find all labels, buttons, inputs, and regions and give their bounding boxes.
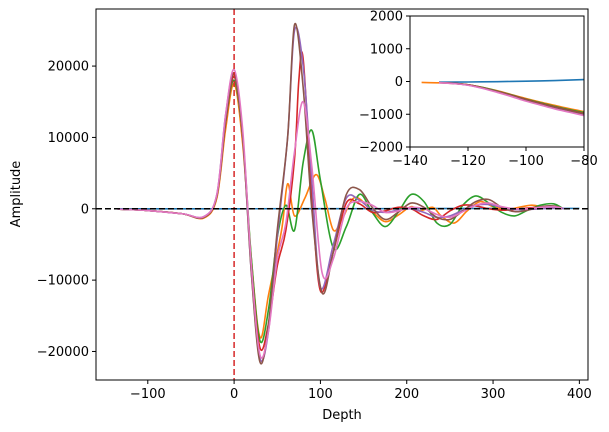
main-x-tick-label: 200 <box>394 387 419 402</box>
main-x-tick-label: 0 <box>230 387 238 402</box>
main-y-tick-label: −20000 <box>37 345 89 360</box>
main-plot-frame <box>95 8 589 381</box>
main-x-tick-label: −100 <box>130 387 166 402</box>
inset-series-7-line <box>438 82 584 117</box>
inset-y-tick-label: 1000 <box>370 42 403 57</box>
main-y-tick-label: 10000 <box>48 131 89 146</box>
inset-y-tick-label: 0 <box>395 75 403 90</box>
main-series-7-line <box>117 68 563 359</box>
inset-x-tick-label: −140 <box>392 154 428 169</box>
inset-y-tick-label: 2000 <box>370 10 403 25</box>
main-x-tick-label: 100 <box>308 387 333 402</box>
main-x-tick-label: 400 <box>567 387 592 402</box>
inset-y-tick-label: −2000 <box>359 141 403 156</box>
inset-y-tick-label: −1000 <box>359 108 403 123</box>
main-axes: −100 0 100 200 300 400 −20000−100000100002000… <box>9 8 592 423</box>
x-axis-label: Depth <box>322 408 362 423</box>
main-y-tick-label: 20000 <box>48 60 89 75</box>
y-axis-label: Amplitude <box>9 161 24 228</box>
inset-x-tick-label: −80 <box>570 154 597 169</box>
inset-axes: −140 −120 −100 −80 −2000 −1000 0 1000 2000 <box>359 10 598 170</box>
inset-series-1-line <box>438 78 584 83</box>
inset-x-tick-label: −120 <box>450 154 486 169</box>
main-y-tick-label: 0 <box>81 202 89 217</box>
main-x-tick-label: 300 <box>481 387 506 402</box>
main-y-tick-label: −10000 <box>37 274 89 289</box>
inset-x-tick-label: −100 <box>508 154 544 169</box>
